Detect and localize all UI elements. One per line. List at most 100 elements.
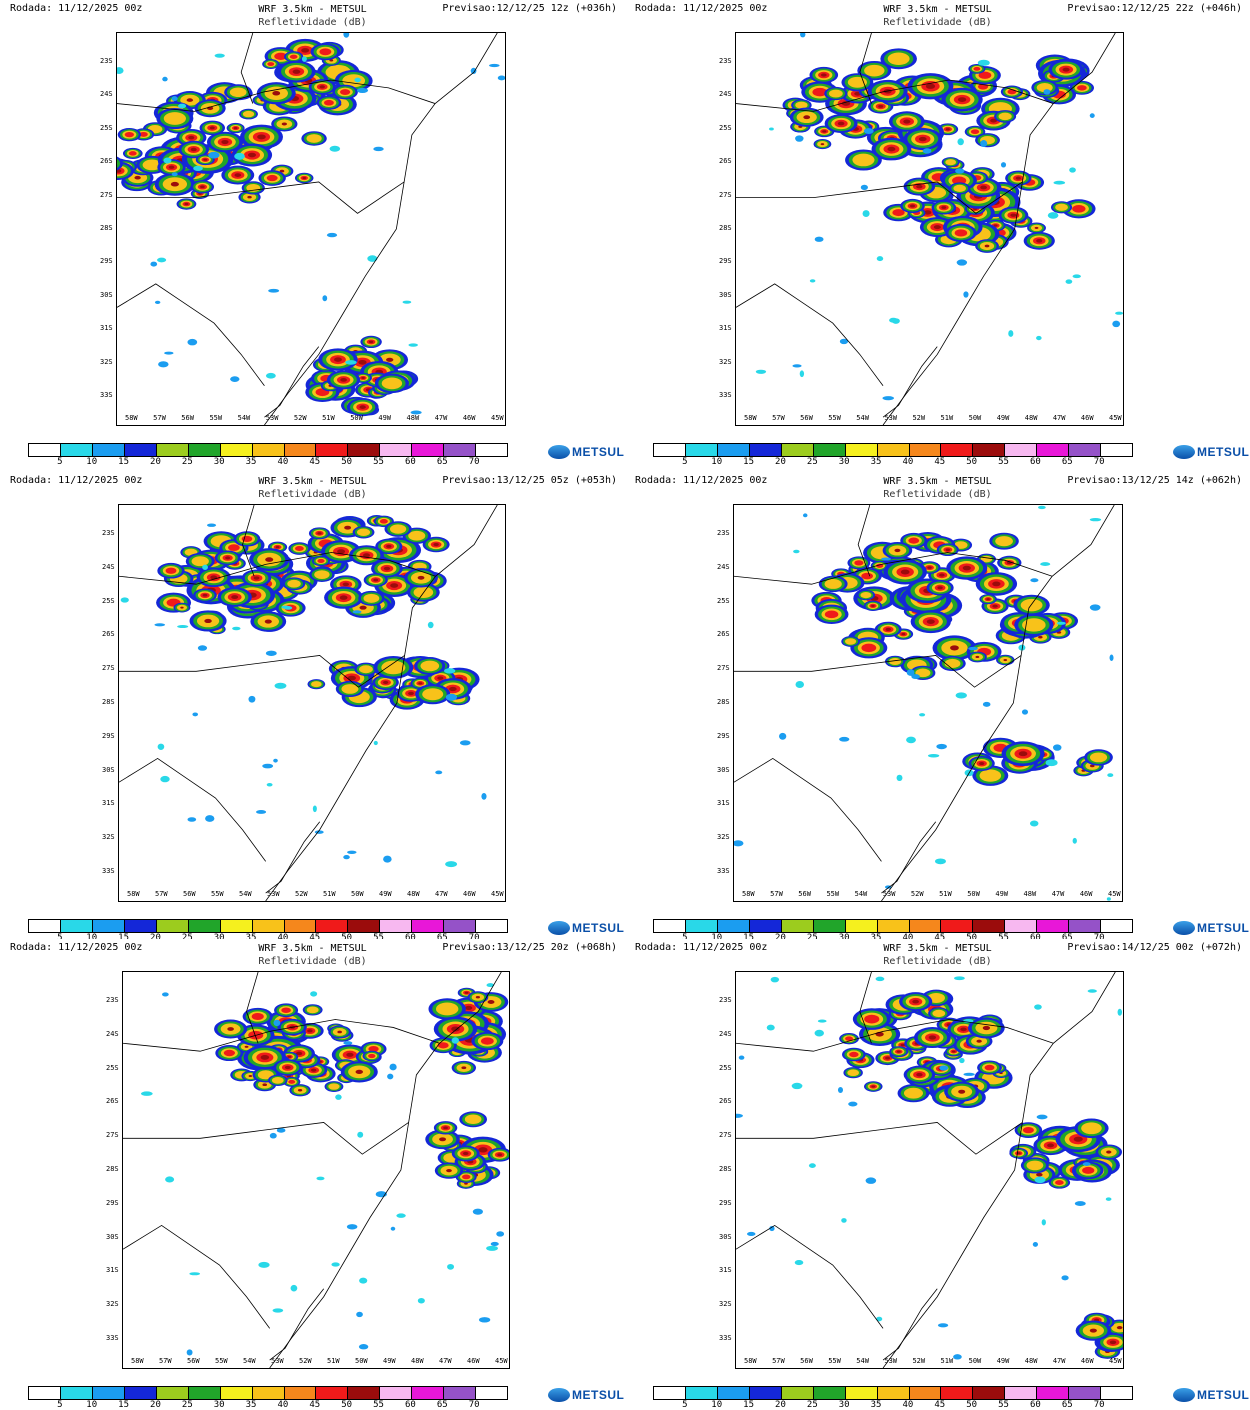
colorbar-swatch [157,1387,189,1399]
reflectivity-cell [295,546,304,551]
reflectivity-cell [992,605,997,608]
colorbar-label: 40 [278,457,289,467]
light-echo [322,295,327,301]
reflectivity-cell [344,526,351,530]
light-echo [374,741,378,745]
light-echo [396,1213,405,1217]
reflectivity-cell [267,175,278,181]
light-echo [1022,709,1028,714]
colorbar-swatch [910,920,942,932]
reflectivity-cell [488,1000,495,1004]
latitude-label: 27S [106,1131,119,1139]
longitude-label: 52W [911,890,924,898]
longitude-label: 56W [800,1357,813,1365]
lagoon-outline [883,1289,937,1360]
light-echo [848,1102,857,1107]
longitude-label: 49W [997,1357,1010,1365]
reflectivity-cell [1003,659,1007,661]
light-echo [389,1064,396,1071]
latitude-label: 26S [719,1097,732,1105]
reflectivity-map [118,504,506,902]
latitude-label: 30S [719,1233,732,1241]
reflectivity-cell [1036,1173,1042,1177]
latitude-label: 32S [100,358,113,366]
reflectivity-cell [871,1085,875,1087]
light-echo [496,1231,504,1236]
country-border [734,758,881,861]
longitude-label: 47W [1053,1357,1066,1365]
reflectivity-cell [864,1015,879,1024]
longitude-label: 47W [1052,890,1065,898]
reflectivity-cell [307,1006,319,1013]
light-echo [1106,1197,1112,1200]
reflectivity-cell [171,182,179,187]
light-echo [428,622,434,628]
light-echo [1046,759,1058,766]
reflectivity-cell [262,1083,267,1086]
reflectivity-cell [231,595,238,599]
longitude-label: 56W [181,414,194,422]
light-echo [331,1262,339,1266]
light-echo [800,33,805,37]
light-echo [968,647,978,650]
longitude-label: 50W [351,890,364,898]
light-echo [1075,1201,1086,1206]
colorbar-swatch [348,1387,380,1399]
colorbar-label: 70 [469,457,480,467]
reflectivity-cell [254,576,260,579]
colorbar [653,919,1133,933]
light-echo [162,77,167,82]
reflectivity-cell [476,996,480,998]
light-echo [262,764,273,769]
reflectivity-cell [437,676,443,679]
colorbar-swatch [61,920,93,932]
light-echo [876,977,885,981]
reflectivity-cell [343,583,349,587]
colorbar-label: 50 [341,457,352,467]
light-echo [1042,1219,1046,1225]
reflectivity-cell [357,529,370,536]
logo-text: METSUL [572,1388,624,1402]
longitude-label: 56W [187,1357,200,1365]
light-echo [907,669,915,676]
reflectivity-cell [311,1069,316,1072]
latitude-label: 32S [717,833,730,841]
colorbar-swatch [348,444,380,456]
reflectivity-cell [825,579,842,589]
colorbar-swatch [814,1387,846,1399]
light-echo [266,651,277,656]
light-echo [460,740,471,745]
colorbar-swatch [29,920,61,932]
light-echo [936,744,947,749]
reflectivity-cell [1077,85,1087,91]
latitude-label: 31S [719,324,732,332]
reflectivity-cell [478,1147,487,1152]
metsul-logo: METSUL [1173,921,1249,935]
light-echo [447,1264,454,1270]
reflectivity-cell [927,619,935,624]
colorbar-swatch [750,1387,782,1399]
light-echo [172,96,178,101]
colorbar-label: 40 [903,457,914,467]
colorbar-swatch [1005,1387,1037,1399]
light-echo [866,1177,877,1183]
colorbar-swatch [444,1387,476,1399]
latitude-label: 33S [719,391,732,399]
light-echo [1069,167,1076,172]
colorbar-swatch [61,444,93,456]
light-echo [889,318,897,323]
reflectivity-cell [1106,1151,1111,1154]
colorbar-label: 10 [86,457,97,467]
reflectivity-cell [340,378,347,382]
longitude-label: 54W [239,890,252,898]
longitude-label: 56W [798,890,811,898]
run-label: Rodada: 11/12/2025 00z [10,3,142,14]
longitude-label: 48W [1024,890,1037,898]
longitude-label: 46W [1081,1357,1094,1365]
latitude-label: 25S [100,124,113,132]
light-echo [230,376,239,382]
reflectivity-cell [386,358,393,362]
